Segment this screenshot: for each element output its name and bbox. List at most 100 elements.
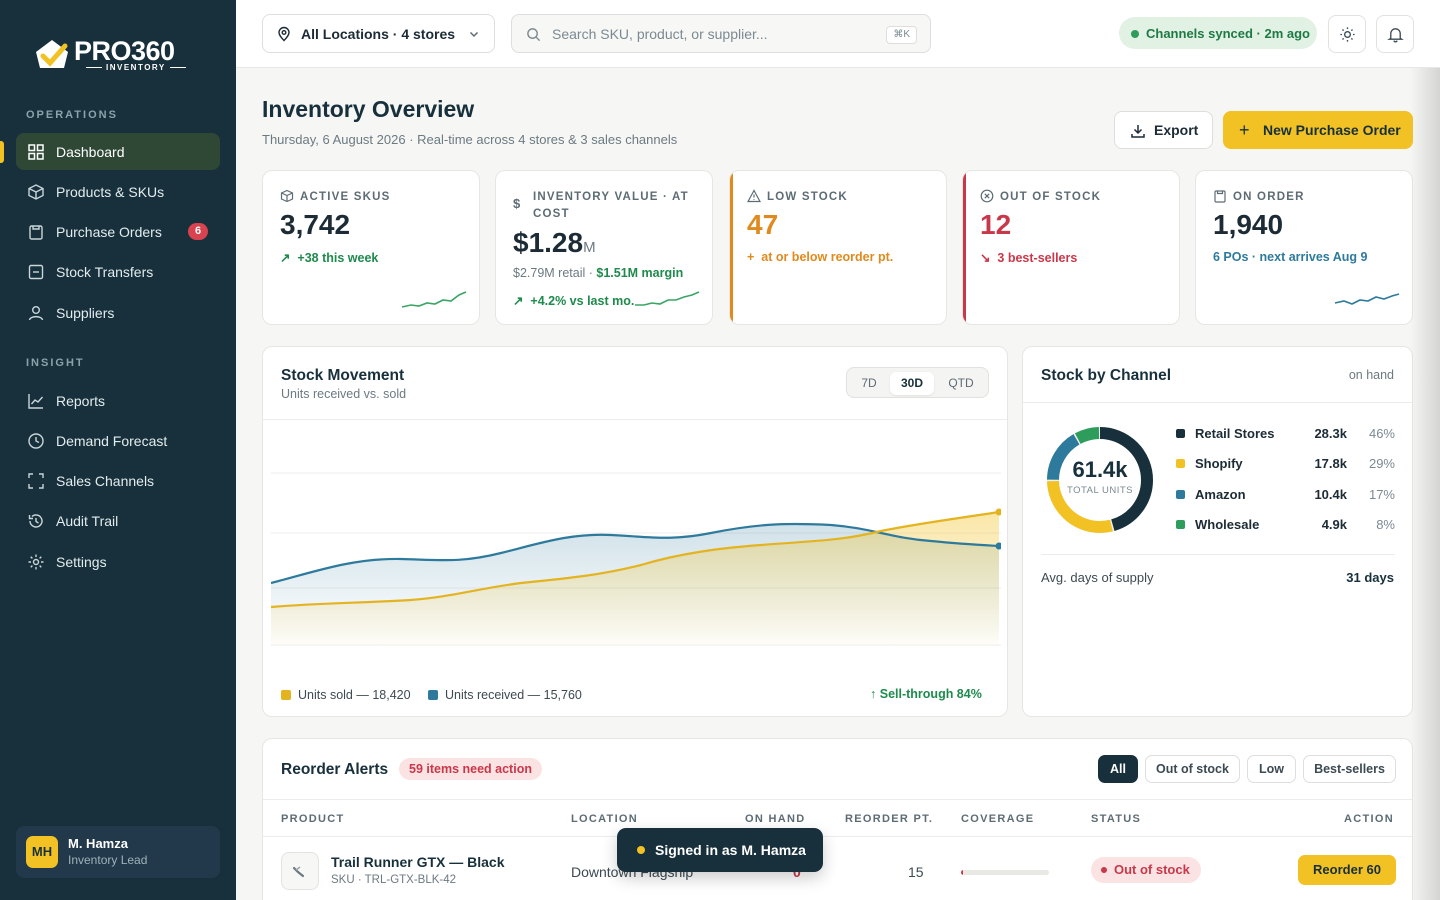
sidebar-item-purchase-orders[interactable]: Purchase Orders 6 [16, 213, 220, 250]
sell-through-stat: ↑ Sell-through 84% [870, 687, 982, 701]
search-input[interactable] [552, 15, 872, 52]
sidebar-item-label: Suppliers [56, 304, 115, 321]
toast-notification[interactable]: Signed in as M. Hamza [617, 828, 823, 872]
channel-row[interactable]: Retail Stores 28.3k 46% [1175, 424, 1395, 444]
column-header-product[interactable]: PRODUCT [281, 813, 345, 825]
brand-logo[interactable]: PRO360 INVENTORY [32, 34, 192, 74]
sidebar-item-stock-transfers[interactable]: Stock Transfers [16, 253, 220, 290]
received-endpoint [995, 542, 1001, 550]
grid-icon [27, 143, 45, 161]
filter-out-of-stock[interactable]: Out of stock [1145, 755, 1240, 783]
sync-status-badge: Channels synced · 2m ago [1119, 17, 1317, 49]
toast-dot [637, 846, 645, 854]
legend-swatch [1176, 429, 1185, 438]
sparkline [401, 291, 467, 308]
donut-segment-1[interactable] [1047, 427, 1153, 533]
scroll-shadow [1410, 68, 1440, 900]
sidebar-item-demand-forecast[interactable]: Demand Forecast [16, 422, 220, 459]
legend-received-label: Units received — 15,760 [445, 688, 582, 702]
sidebar-item-dashboard[interactable]: Dashboard [16, 133, 220, 170]
column-header-on-hand[interactable]: ON HAND [745, 813, 806, 825]
range-30d[interactable]: 30D [890, 372, 934, 395]
kpi-card-inventory-value[interactable]: $ INVENTORY VALUE · AT COST $1.28M $2.79… [495, 170, 713, 325]
coverage-bar-fill [961, 870, 963, 875]
theme-toggle-button[interactable] [1328, 15, 1366, 53]
channel-row[interactable]: Amazon 10.4k 17% [1175, 485, 1395, 505]
kpi-value: 3,742 [280, 209, 351, 240]
donut-segments [1047, 427, 1153, 533]
product-name[interactable]: Trail Runner GTX — Black [331, 854, 505, 870]
alert-count-badge: 59 items need action [399, 758, 542, 780]
donut-total-label: TOTAL UNITS [1066, 485, 1134, 496]
user-role: Inventory Lead [68, 853, 148, 867]
legend-received: Units received — 15,760 [428, 688, 582, 702]
stock-movement-chart [271, 472, 1001, 646]
range-selector: 7D 30D QTD [846, 367, 989, 398]
table-row[interactable]: Trail Runner GTX — Black SKU · TRL-GTX-B… [263, 837, 1412, 900]
notifications-button[interactable] [1376, 15, 1414, 53]
range-qtd[interactable]: QTD [948, 376, 974, 390]
donut-segment-0[interactable] [1047, 427, 1153, 533]
column-header-action[interactable]: ACTION [1344, 813, 1394, 825]
status-dot [1101, 867, 1107, 873]
topbar: All Locations · 4 stores ⌘K Channels syn… [236, 0, 1440, 68]
search-icon [527, 28, 541, 42]
reorder-button[interactable]: Reorder 60 [1298, 855, 1396, 885]
kpi-card-low-stock[interactable]: LOW STOCK 47 + at or below reorder pt. [729, 170, 947, 325]
panel-title: Reorder Alerts [281, 761, 389, 778]
column-header-coverage[interactable]: COVERAGE [961, 813, 1035, 825]
channel-value: 17.8k [1314, 456, 1347, 471]
export-button[interactable]: Export [1114, 111, 1213, 149]
clipboard-icon [1214, 190, 1226, 203]
brand-name: PRO360 [74, 36, 175, 66]
sidebar-item-label: Sales Channels [56, 472, 155, 489]
column-header-reorder-pt[interactable]: REORDER PT. [845, 813, 934, 825]
channel-row[interactable]: Wholesale 4.9k 8% [1175, 515, 1395, 535]
kpi-card-out-of-stock[interactable]: OUT OF STOCK 12 ↘ 3 best-sellers [962, 170, 1180, 325]
kpi-delta: ↘ 3 best-sellers [980, 251, 1078, 265]
sidebar-item-label: Demand Forecast [56, 432, 168, 449]
kpi-card-on-order[interactable]: ON ORDER 1,940 6 POs · next arrives Aug … [1195, 170, 1413, 325]
received-line [271, 522, 1000, 585]
kpi-delta-text: 3 best-sellers [997, 251, 1078, 265]
kpi-card-active-skus[interactable]: ACTIVE SKUS 3,742 ↗ +38 this week [262, 170, 480, 325]
plus-icon: + [1239, 120, 1250, 140]
user-name: M. Hamza [68, 836, 128, 851]
sidebar-item-label: Audit Trail [56, 512, 119, 529]
location-select[interactable]: All Locations · 4 stores [262, 14, 495, 53]
panel-title: Stock Movement [281, 367, 405, 384]
stock-by-channel-panel: Stock by Channel on hand 61.4k TOTAL UNI… [1022, 346, 1413, 717]
sun-icon [1340, 27, 1355, 42]
sidebar-item-suppliers[interactable]: Suppliers [16, 294, 220, 331]
kpi-value-unit: M [583, 239, 596, 256]
filter-best-sellers[interactable]: Best-sellers [1303, 755, 1396, 783]
sidebar-item-audit-trail[interactable]: Audit Trail [16, 502, 220, 539]
history-icon [27, 512, 45, 530]
legend-swatch [281, 690, 291, 700]
user-icon [27, 304, 45, 322]
channel-name: Amazon [1195, 487, 1246, 502]
filter-all[interactable]: All [1098, 755, 1138, 783]
sidebar-item-reports[interactable]: Reports [16, 382, 220, 419]
new-purchase-order-button[interactable]: + New Purchase Order [1223, 111, 1413, 149]
logo-badge-icon [36, 40, 68, 68]
sidebar-item-label: Reports [56, 392, 106, 409]
channel-row[interactable]: Shopify 17.8k 29% [1175, 454, 1395, 474]
sidebar-item-label: Settings [56, 553, 107, 570]
sidebar-item-products[interactable]: Products & SKUs [16, 173, 220, 210]
user-card[interactable]: MH M. Hamza Inventory Lead [16, 826, 220, 878]
channel-name: Shopify [1195, 456, 1243, 471]
x-circle-icon [980, 189, 994, 203]
column-header-status[interactable]: STATUS [1091, 813, 1142, 825]
divider [263, 419, 1007, 420]
legend-swatch [1176, 520, 1185, 529]
channel-pct: 17% [1368, 487, 1395, 502]
legend-swatch [428, 690, 438, 700]
filter-low[interactable]: Low [1247, 755, 1296, 783]
sidebar-item-settings[interactable]: Settings [16, 543, 220, 580]
coverage-bar [961, 870, 1049, 875]
sidebar-item-sales-channels[interactable]: Sales Channels [16, 462, 220, 499]
column-header-location[interactable]: LOCATION [571, 813, 639, 825]
toast-text: Signed in as M. Hamza [655, 842, 806, 858]
range-7d[interactable]: 7D [861, 376, 877, 390]
